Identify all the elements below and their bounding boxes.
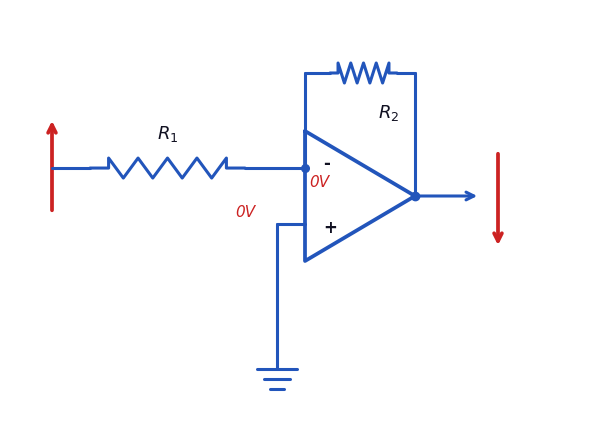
Text: $R_1$: $R_1$ [157,124,178,144]
Text: -: - [323,155,330,173]
Text: 0V: 0V [309,175,329,190]
Text: 0V: 0V [235,205,255,220]
Text: $R_2$: $R_2$ [378,103,399,123]
Text: +: + [323,219,337,237]
